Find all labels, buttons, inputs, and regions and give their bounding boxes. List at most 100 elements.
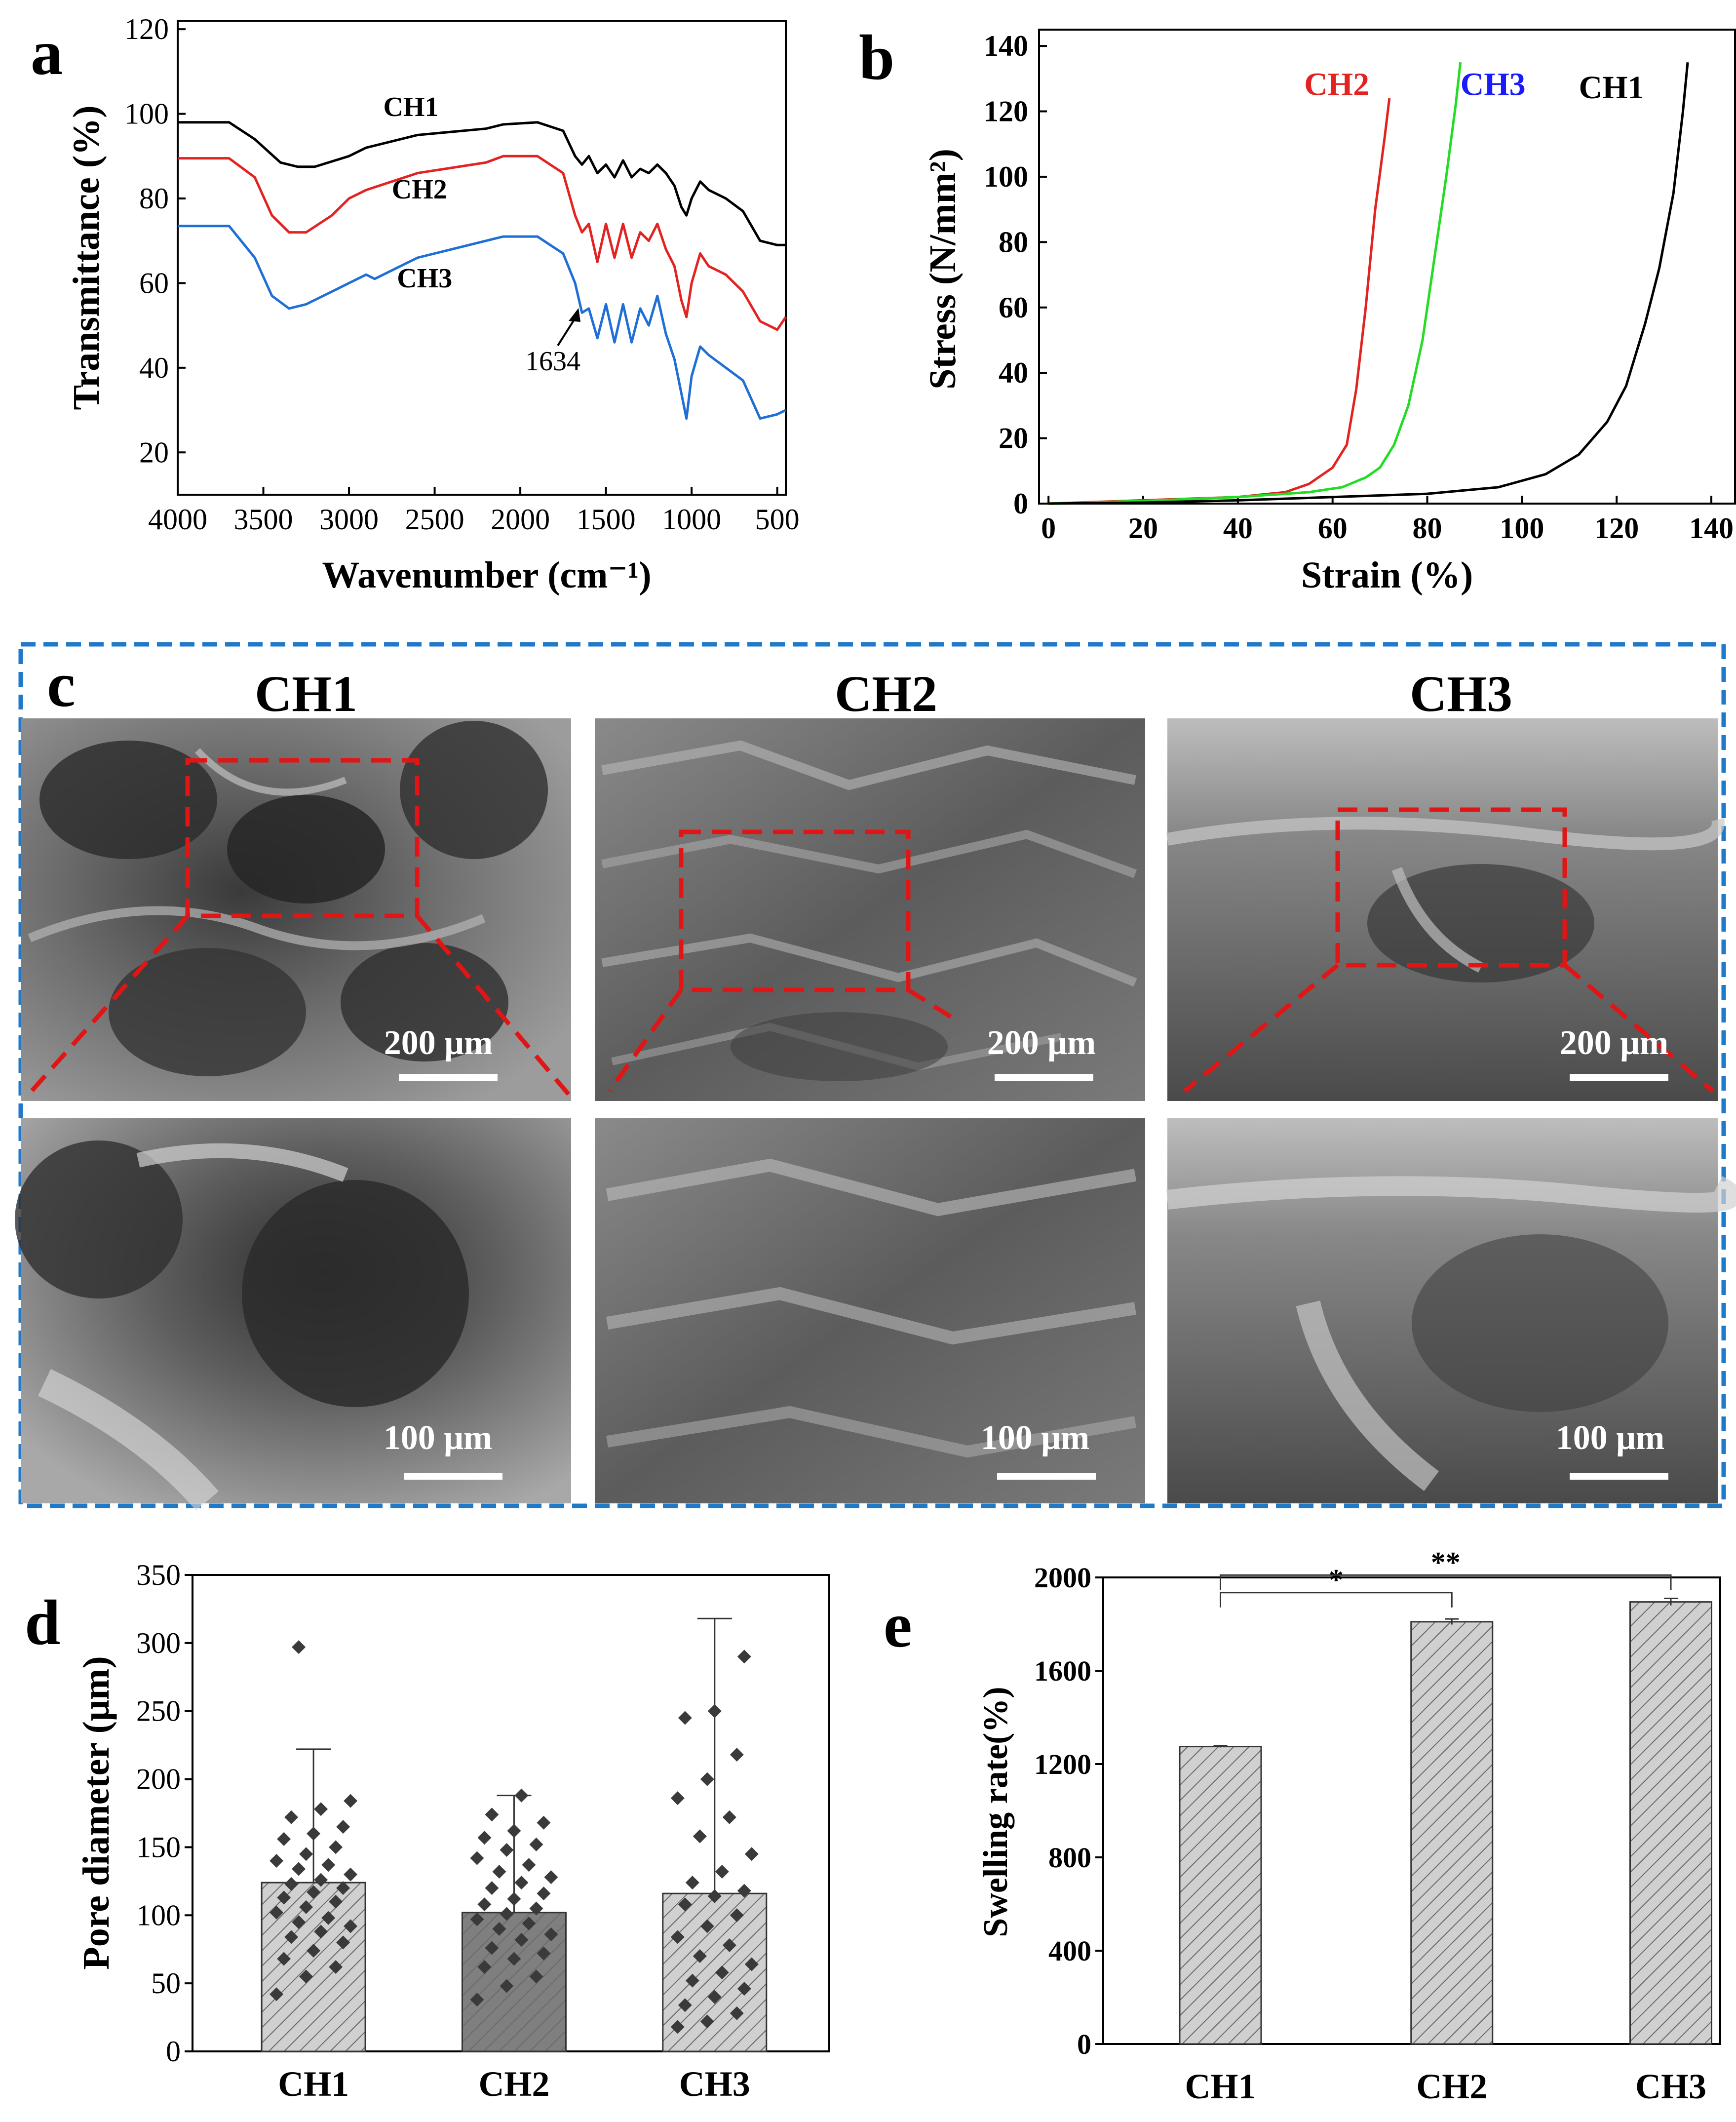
d-point-ch2: [470, 1912, 484, 1926]
scale-label-ch2-top: 200 μm: [987, 1024, 1096, 1062]
d-point-ch2: [529, 1837, 543, 1851]
panel-b-series: CH2 CH3 CH1: [1048, 62, 1689, 505]
d-point-ch2: [544, 1870, 558, 1885]
d-point-ch1: [314, 1802, 328, 1816]
panel-label-a: a: [31, 17, 63, 88]
d-point-ch2: [477, 1897, 492, 1912]
panel-label-d: d: [25, 1587, 60, 1658]
zoom-connector-ch3-left: [1183, 963, 1339, 1093]
d-point-ch1: [292, 1640, 306, 1654]
d-point-ch3: [707, 1704, 722, 1718]
e-significance-bracket: [1220, 1592, 1453, 1608]
zoom-connector-ch3-right: [1563, 963, 1714, 1093]
zoom-connector-ch1-right: [415, 914, 572, 1098]
d-point-ch1: [344, 1919, 358, 1933]
e-bar-ch1: [1179, 1746, 1262, 2045]
scale-bar-ch2-bottom: [997, 1473, 1096, 1480]
a-ytick-label: 120: [124, 13, 169, 45]
sem-image-ch1-200um: [21, 718, 571, 1101]
d-point-ch2: [544, 1927, 558, 1941]
d-point-ch1: [336, 1881, 350, 1895]
d-point-ch1: [307, 1943, 321, 1958]
a-series-ch1: [178, 121, 786, 246]
d-point-ch2: [514, 1788, 529, 1803]
d-point-ch1: [284, 1930, 299, 1944]
annotation-1634: 1634: [525, 346, 580, 377]
panel-label-e: e: [884, 1590, 912, 1661]
sem-title-ch2: CH2: [835, 666, 937, 722]
d-point-ch1: [277, 1832, 291, 1846]
d-point-ch2: [537, 1815, 551, 1830]
d-point-ch1: [277, 1890, 291, 1905]
d-point-ch1: [314, 1873, 328, 1887]
d-point-ch1: [344, 1794, 358, 1808]
scale-label-ch2-bottom: 100 μm: [981, 1419, 1090, 1457]
d-point-ch2: [477, 1960, 492, 1974]
a-ytick-label: 60: [139, 267, 169, 299]
sem-image-ch3-200um: [1166, 718, 1725, 1101]
d-ytick-label: 0: [166, 2035, 181, 2068]
a-series-label-ch2: CH2: [392, 174, 447, 205]
b-xtick-label: 20: [1128, 512, 1158, 545]
e-significance-label: *: [1329, 1564, 1344, 1596]
b-xtick-label: 140: [1689, 512, 1734, 545]
a-series-label-ch1: CH1: [383, 92, 438, 122]
zoom-box-ch2: [679, 829, 911, 992]
d-point-ch3: [730, 2006, 744, 2020]
b-xtick-label: 40: [1223, 512, 1253, 545]
d-point-ch2: [485, 1808, 499, 1822]
e-xtick-label: CH1: [1185, 2067, 1256, 2106]
d-point-ch3: [715, 1965, 729, 1980]
b-series-ch2: [1048, 98, 1391, 505]
e-xtick-label: CH2: [1416, 2067, 1487, 2106]
sem-title-ch1: CH1: [255, 666, 357, 722]
d-point-ch1: [336, 1820, 350, 1834]
a-xtick-label: 1000: [662, 503, 721, 536]
panel-a-axes-frame: [177, 20, 787, 496]
e-ytick-label: 1200: [1034, 1748, 1091, 1780]
scale-label-ch1-bottom: 100 μm: [384, 1419, 493, 1457]
scale-label-ch3-top: 200 μm: [1560, 1024, 1669, 1062]
b-xtick-label: 60: [1318, 512, 1348, 545]
d-point-ch1: [307, 1826, 321, 1841]
d-point-ch3: [693, 1949, 707, 1963]
b-ytick-label: 20: [999, 422, 1028, 455]
d-point-ch3: [707, 1889, 722, 1903]
panel-b-ticks: 0 20 40 60 80 100 120 140 0 20 40 60 80 100 120 140: [984, 30, 1734, 545]
a-ytick-label: 80: [139, 182, 169, 215]
b-xtick-label: 0: [1041, 512, 1056, 545]
d-ytick-label: 250: [136, 1695, 181, 1728]
panel-c-dashed-frame: [18, 642, 1726, 1508]
d-point-ch3: [722, 1810, 736, 1824]
d-point-ch3: [737, 1982, 751, 1996]
e-xtick-label: CH3: [1635, 2067, 1706, 2106]
b-series-label-ch2: CH2: [1304, 66, 1369, 102]
b-series-label-ch3: CH3: [1461, 66, 1526, 102]
d-point-ch3: [700, 2014, 714, 2029]
d-point-ch2: [507, 1952, 521, 1966]
panel-b-stress-strain: b 0 20 40 60 80 100 120 140 0 20 40 60 80 100 120 140 C…: [859, 22, 1736, 596]
d-ytick-label: 350: [136, 1559, 181, 1591]
a-xtick-label: 3500: [234, 503, 293, 536]
b-ytick-label: 40: [999, 356, 1028, 389]
d-xtick-label: CH3: [679, 2064, 750, 2104]
a-ytick-label: 20: [139, 436, 169, 469]
panel-d-ticks: 0 50 100 150 200 250 300 350: [136, 1559, 193, 2068]
b-series-ch3: [1048, 62, 1462, 505]
sem-image-ch3-100um: [1166, 1118, 1736, 1503]
d-point-ch3: [693, 1829, 707, 1844]
panel-a-ylabel: Transmittance (%): [66, 105, 107, 410]
scale-bar-ch3-top: [1570, 1074, 1668, 1081]
d-point-ch1: [321, 1858, 336, 1872]
d-point-ch3: [707, 1990, 722, 2004]
d-point-ch3: [737, 1650, 751, 1664]
d-ytick-label: 50: [151, 1967, 181, 2000]
annotation-1634-arrowhead: [569, 308, 580, 322]
a-ytick-label: 40: [139, 352, 169, 384]
d-point-ch1: [299, 1847, 313, 1861]
b-series-ch1: [1048, 62, 1689, 505]
b-xtick-label: 80: [1413, 512, 1442, 545]
a-ytick-label: 100: [124, 98, 169, 130]
